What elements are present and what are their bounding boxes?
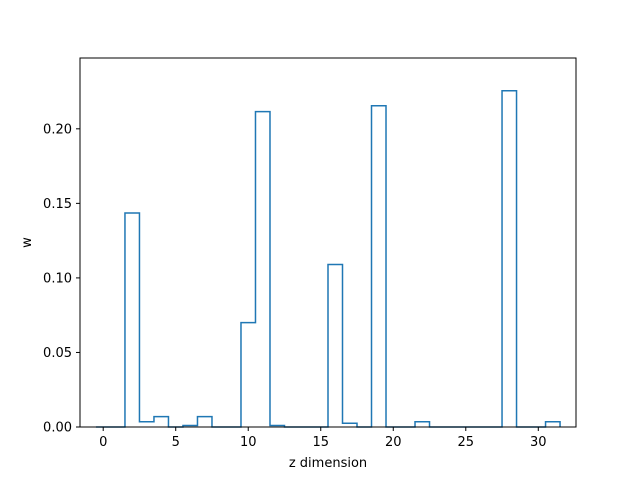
y-tick-label: 0.15 — [43, 197, 72, 212]
y-axis-ticks: 0.00 0.05 0.10 0.15 0.20 — [43, 122, 80, 436]
x-tick-label: 25 — [458, 435, 475, 450]
x-tick-label: 10 — [240, 435, 257, 450]
y-tick-label: 0.20 — [43, 122, 72, 137]
x-tick-label: 0 — [99, 435, 107, 450]
x-tick-label: 20 — [385, 435, 402, 450]
y-tick-label: 0.00 — [43, 421, 72, 436]
y-tick-label: 0.10 — [43, 271, 72, 286]
x-axis-ticks: 0 5 10 15 20 25 30 — [99, 427, 547, 450]
y-tick-label: 0.05 — [43, 346, 72, 361]
plot-frame — [79, 57, 577, 428]
x-tick-label: 30 — [530, 435, 547, 450]
x-tick-label: 5 — [172, 435, 180, 450]
y-axis-label: w — [20, 237, 35, 248]
x-tick-label: 15 — [312, 435, 329, 450]
x-axis-label: z dimension — [289, 456, 367, 471]
